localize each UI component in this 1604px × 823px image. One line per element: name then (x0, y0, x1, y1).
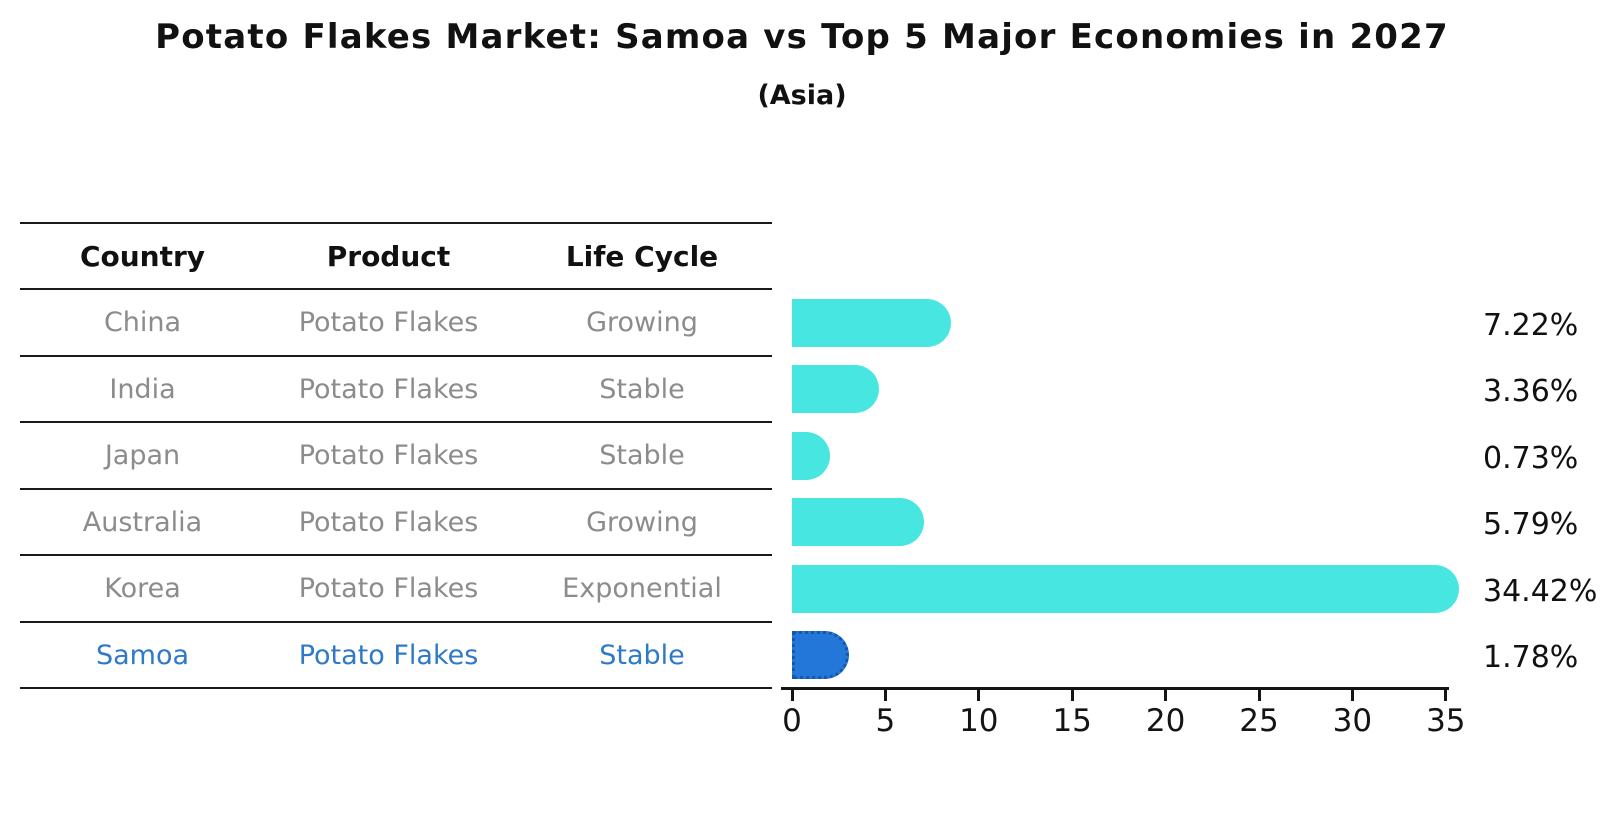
table-cell-life-cycle: Exponential (562, 573, 722, 604)
x-axis-tick (1444, 690, 1448, 701)
x-axis-tick-label: 10 (959, 703, 999, 739)
table-row-separator (20, 421, 772, 423)
table-row-separator (20, 620, 772, 623)
table-row-samoa: Samoa Potato Flakes Stable (20, 622, 772, 688)
table-row-separator (20, 487, 772, 490)
table-cell-country: China (103, 307, 182, 338)
x-axis-tick (1350, 690, 1354, 701)
table-row-japan: Japan Potato Flakes Stable (20, 423, 772, 489)
x-axis-tick-label: 20 (1145, 703, 1186, 739)
table-row-korea: Korea Potato Flakes Exponential (20, 556, 772, 622)
table-row-separator (20, 687, 772, 689)
table-cell-country: Australia (82, 506, 203, 538)
table-header-row: Country Product Life Cycle (20, 223, 772, 289)
x-axis-tick-label: 0 (782, 703, 802, 739)
bar-value-label-china: 7.22% (1483, 307, 1579, 343)
bar-korea (792, 564, 1459, 613)
bar-value-label-india: 3.36% (1483, 374, 1579, 410)
x-axis-tick (883, 690, 887, 701)
table-cell-life-cycle: Stable (599, 639, 685, 671)
table-row-separator (20, 554, 772, 556)
x-axis-tick (1164, 690, 1168, 701)
table-cell-product: Potato Flakes (298, 373, 479, 405)
x-axis-tick-label: 35 (1426, 703, 1466, 739)
bar-value-label-australia: 5.79% (1483, 507, 1579, 543)
bar-value-label-korea: 34.42% (1483, 573, 1598, 609)
bar-china (792, 298, 951, 347)
table-cell-life-cycle: Growing (586, 506, 698, 538)
chart-subtitle: (Asia) (757, 80, 847, 111)
table-header-country: Country (79, 239, 206, 273)
x-axis-tick (1070, 690, 1074, 701)
x-axis-tick-label: 5 (875, 703, 896, 739)
bar-value-label-japan: 0.73% (1483, 440, 1579, 476)
table-cell-product: Potato Flakes (298, 573, 479, 604)
table-header-product: Product (326, 239, 451, 273)
bar-australia (792, 498, 925, 547)
table-row-india: India Potato Flakes Stable (20, 356, 772, 422)
table-cell-product: Potato Flakes (298, 440, 479, 471)
chart-title: Potato Flakes Market: Samoa vs Top 5 Maj… (155, 17, 1449, 57)
bar-samoa (792, 631, 850, 680)
x-axis-line (781, 687, 1449, 690)
table-cell-life-cycle: Stable (599, 373, 685, 405)
table-cell-product: Potato Flakes (298, 639, 479, 671)
table-cell-country: Samoa (95, 639, 190, 671)
table-header-life-cycle: Life Cycle (565, 239, 719, 273)
x-axis-tick (1257, 690, 1261, 701)
x-axis-tick-label: 15 (1052, 703, 1092, 739)
table-row-china: China Potato Flakes Growing (20, 290, 772, 356)
table-cell-product: Potato Flakes (298, 307, 479, 338)
table-cell-life-cycle: Growing (586, 307, 698, 338)
x-axis-tick (977, 690, 981, 701)
bar-value-label-samoa: 1.78% (1483, 640, 1579, 676)
bar-india (792, 365, 879, 414)
x-axis-tick (790, 690, 794, 701)
table-cell-country: Japan (104, 440, 181, 471)
table-top-border (20, 222, 772, 224)
bar-japan (792, 431, 830, 480)
table-row-separator (20, 354, 772, 357)
x-axis-tick-label: 25 (1239, 703, 1279, 739)
x-axis-tick-label: 30 (1332, 703, 1373, 739)
table-row-australia: Australia Potato Flakes Growing (20, 489, 772, 555)
table-cell-life-cycle: Stable (599, 440, 685, 471)
table-cell-country: Korea (104, 573, 181, 604)
table-header-separator (20, 288, 772, 290)
table-cell-country: India (109, 373, 176, 405)
table-cell-product: Potato Flakes (298, 506, 479, 538)
